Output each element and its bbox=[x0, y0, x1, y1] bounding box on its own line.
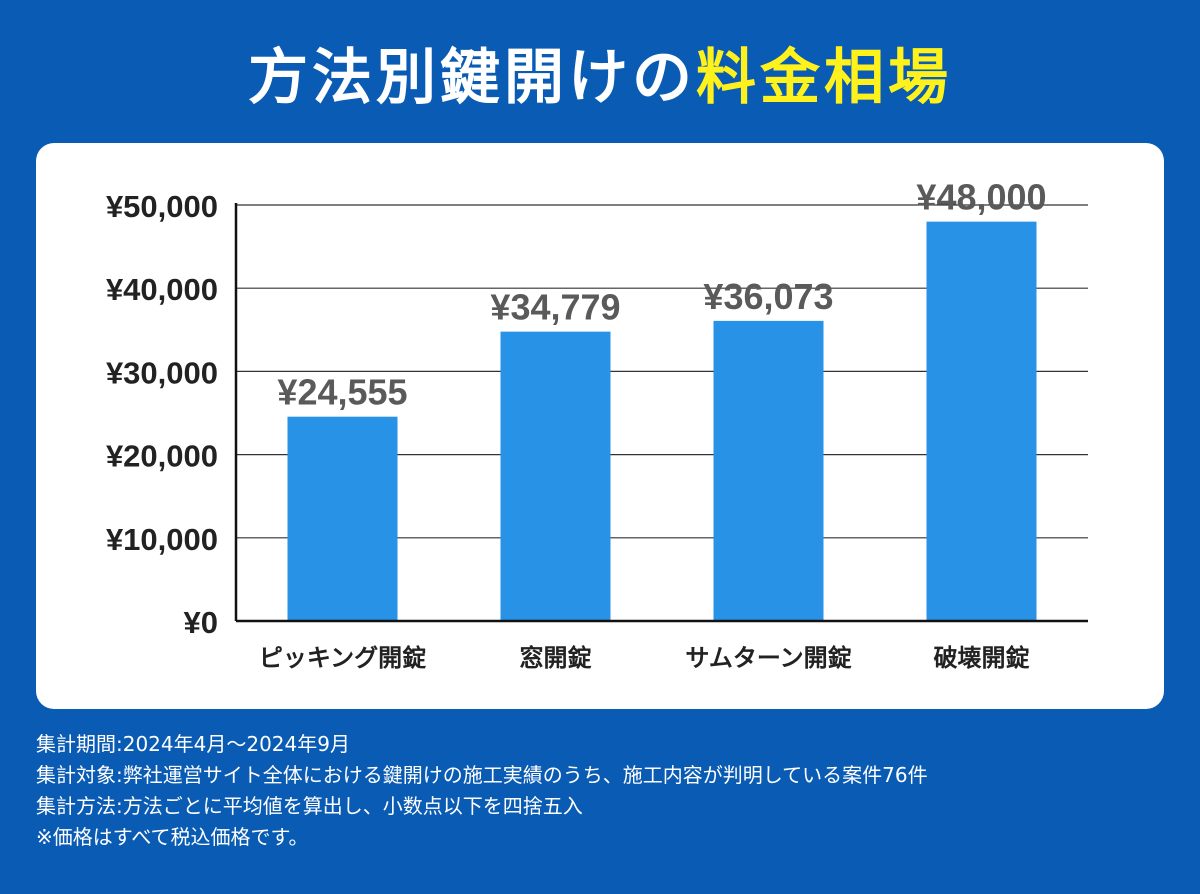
x-tick-label: ピッキング開錠 bbox=[259, 644, 426, 672]
x-tick-label: 破壊開錠 bbox=[934, 644, 1030, 672]
note-target: 集計対象:弊社運営サイト全体における鍵開けの施工実績のうち、施工内容が判明してい… bbox=[36, 763, 928, 787]
footnotes: 集計期間:2024年4月～2024年9月 集計対象:弊社運営サイト全体における鍵… bbox=[36, 729, 1166, 853]
note-tax: ※価格はすべて税込価格です。 bbox=[36, 825, 309, 849]
y-tick-label: ¥10,000 bbox=[106, 522, 218, 557]
data-label: ¥34,779 bbox=[490, 287, 620, 328]
chart-panel: ¥0 ¥10,000 ¥20,000 ¥30,000 ¥40,000 ¥50,000 ¥2… bbox=[36, 143, 1164, 709]
bar bbox=[500, 331, 611, 621]
y-tick-label: ¥30,000 bbox=[106, 355, 218, 390]
note-method: 集計方法:方法ごとに平均値を算出し、小数点以下を四捨五入 bbox=[36, 794, 583, 818]
data-label: ¥48,000 bbox=[916, 177, 1046, 218]
note-period: 集計期間:2024年4月～2024年9月 bbox=[36, 732, 350, 756]
y-tick-label: ¥50,000 bbox=[106, 189, 218, 224]
value-labels: ¥24,555 ¥34,779 ¥36,073 ¥48,000 bbox=[277, 177, 1046, 413]
title-main: 方法別鍵開けの bbox=[248, 43, 696, 113]
title-accent: 料金相場 bbox=[696, 43, 952, 113]
bar bbox=[713, 320, 824, 621]
y-tick-label: ¥40,000 bbox=[106, 272, 218, 307]
data-label: ¥36,073 bbox=[703, 276, 833, 317]
x-tick-label: 窓開錠 bbox=[520, 644, 592, 672]
axes bbox=[234, 203, 1088, 623]
x-tick-label: サムターン開錠 bbox=[685, 644, 851, 672]
page-title: 方法別鍵開けの料金相場 bbox=[0, 28, 1200, 128]
x-axis-ticks: ピッキング開錠 窓開錠 サムターン開錠 破壊開錠 bbox=[259, 644, 1030, 672]
bar bbox=[287, 416, 398, 621]
bars bbox=[287, 221, 1037, 621]
bar bbox=[926, 221, 1037, 621]
bar-chart: ¥0 ¥10,000 ¥20,000 ¥30,000 ¥40,000 ¥50,000 ¥2… bbox=[106, 177, 1088, 672]
data-label: ¥24,555 bbox=[277, 372, 407, 413]
y-tick-label: ¥20,000 bbox=[106, 439, 218, 474]
y-tick-label: ¥0 bbox=[184, 605, 218, 640]
y-axis-ticks: ¥0 ¥10,000 ¥20,000 ¥30,000 ¥40,000 ¥50,000 bbox=[106, 189, 218, 640]
